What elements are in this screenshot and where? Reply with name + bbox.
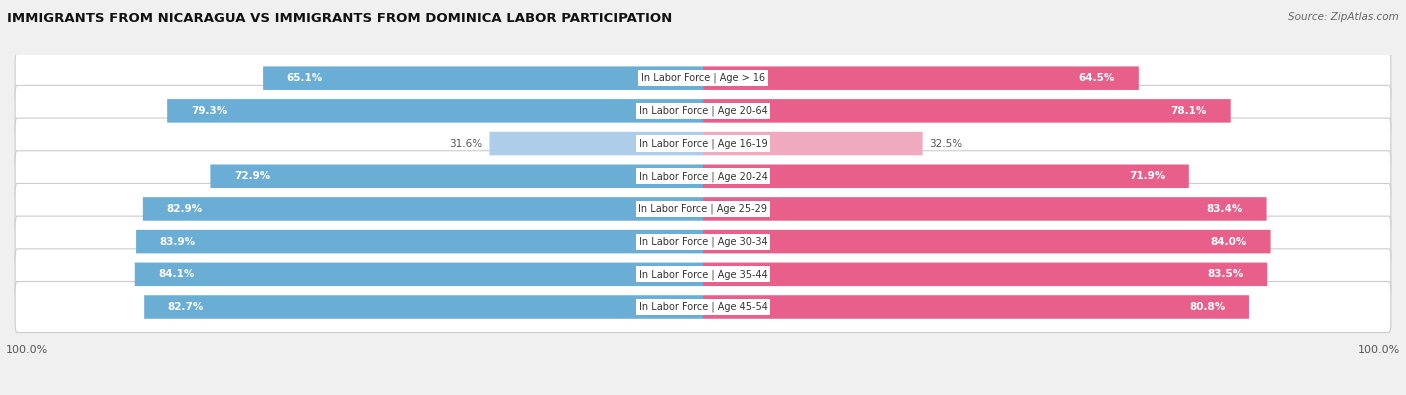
Text: In Labor Force | Age > 16: In Labor Force | Age > 16: [641, 73, 765, 83]
FancyBboxPatch shape: [15, 118, 1391, 169]
FancyBboxPatch shape: [15, 53, 1391, 103]
Text: 80.8%: 80.8%: [1189, 302, 1225, 312]
Text: In Labor Force | Age 35-44: In Labor Force | Age 35-44: [638, 269, 768, 280]
FancyBboxPatch shape: [703, 99, 1230, 122]
FancyBboxPatch shape: [489, 132, 703, 155]
FancyBboxPatch shape: [135, 263, 703, 286]
Text: 83.9%: 83.9%: [160, 237, 195, 246]
Text: 79.3%: 79.3%: [191, 106, 228, 116]
FancyBboxPatch shape: [703, 66, 1139, 90]
FancyBboxPatch shape: [145, 295, 703, 319]
FancyBboxPatch shape: [703, 230, 1271, 254]
Text: 82.9%: 82.9%: [166, 204, 202, 214]
Text: In Labor Force | Age 16-19: In Labor Force | Age 16-19: [638, 138, 768, 149]
Text: 72.9%: 72.9%: [233, 171, 270, 181]
Text: 83.5%: 83.5%: [1208, 269, 1243, 279]
Text: 83.4%: 83.4%: [1206, 204, 1243, 214]
FancyBboxPatch shape: [263, 66, 703, 90]
Text: 64.5%: 64.5%: [1078, 73, 1115, 83]
FancyBboxPatch shape: [15, 85, 1391, 136]
Text: In Labor Force | Age 20-64: In Labor Force | Age 20-64: [638, 105, 768, 116]
Text: 65.1%: 65.1%: [287, 73, 323, 83]
Text: Source: ZipAtlas.com: Source: ZipAtlas.com: [1288, 12, 1399, 22]
FancyBboxPatch shape: [15, 183, 1391, 235]
Text: In Labor Force | Age 45-54: In Labor Force | Age 45-54: [638, 302, 768, 312]
FancyBboxPatch shape: [15, 282, 1391, 333]
Text: 82.7%: 82.7%: [167, 302, 204, 312]
FancyBboxPatch shape: [15, 216, 1391, 267]
Text: 32.5%: 32.5%: [929, 139, 963, 149]
Text: 31.6%: 31.6%: [450, 139, 482, 149]
Text: In Labor Force | Age 30-34: In Labor Force | Age 30-34: [638, 236, 768, 247]
Text: 84.1%: 84.1%: [159, 269, 195, 279]
FancyBboxPatch shape: [167, 99, 703, 122]
Text: 71.9%: 71.9%: [1129, 171, 1166, 181]
FancyBboxPatch shape: [136, 230, 703, 254]
FancyBboxPatch shape: [15, 249, 1391, 300]
FancyBboxPatch shape: [703, 263, 1267, 286]
FancyBboxPatch shape: [15, 151, 1391, 202]
Text: In Labor Force | Age 20-24: In Labor Force | Age 20-24: [638, 171, 768, 181]
FancyBboxPatch shape: [143, 197, 703, 221]
FancyBboxPatch shape: [703, 132, 922, 155]
Text: IMMIGRANTS FROM NICARAGUA VS IMMIGRANTS FROM DOMINICA LABOR PARTICIPATION: IMMIGRANTS FROM NICARAGUA VS IMMIGRANTS …: [7, 12, 672, 25]
FancyBboxPatch shape: [211, 164, 703, 188]
Text: In Labor Force | Age 25-29: In Labor Force | Age 25-29: [638, 204, 768, 214]
FancyBboxPatch shape: [703, 197, 1267, 221]
FancyBboxPatch shape: [703, 295, 1249, 319]
Text: 84.0%: 84.0%: [1211, 237, 1247, 246]
FancyBboxPatch shape: [703, 164, 1189, 188]
Legend: Immigrants from Nicaragua, Immigrants from Dominica: Immigrants from Nicaragua, Immigrants fr…: [508, 391, 898, 395]
Text: 78.1%: 78.1%: [1171, 106, 1208, 116]
